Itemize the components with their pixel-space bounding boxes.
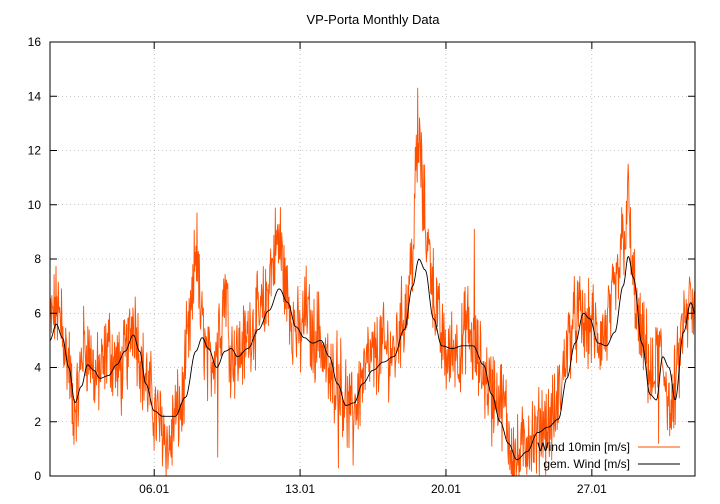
y-tick-label: 8 bbox=[34, 252, 41, 266]
x-tick-label: 06.01 bbox=[139, 482, 169, 496]
axes: 0 2 4 6 8 10 12 14 16 06.01 13.01 20.01 27.01 bbox=[28, 35, 695, 496]
y-tick-label: 12 bbox=[28, 144, 42, 158]
series-line-1 bbox=[49, 256, 696, 461]
y-tick-label: 6 bbox=[34, 306, 41, 320]
y-tick-label: 10 bbox=[28, 198, 42, 212]
series-line-0 bbox=[49, 87, 696, 477]
y-tick-label: 14 bbox=[28, 89, 42, 103]
y-tick-label: 2 bbox=[34, 415, 41, 429]
y-tick-label: 0 bbox=[34, 469, 41, 483]
y-tick-label: 4 bbox=[34, 361, 41, 375]
legend-label-mean-wind: gem. Wind [m/s] bbox=[543, 457, 630, 471]
series-layer bbox=[49, 87, 696, 477]
x-tick-label: 27.01 bbox=[577, 482, 607, 496]
legend-label-wind10: Wind 10min [m/s] bbox=[537, 440, 630, 454]
x-tick-label: 13.01 bbox=[285, 482, 315, 496]
y-tick-label: 16 bbox=[28, 35, 42, 49]
grid-lines bbox=[50, 42, 695, 476]
legend: Wind 10min [m/s] gem. Wind [m/s] bbox=[537, 440, 680, 471]
x-tick-label: 20.01 bbox=[431, 482, 461, 496]
chart-title: VP-Porta Monthly Data bbox=[307, 12, 441, 27]
